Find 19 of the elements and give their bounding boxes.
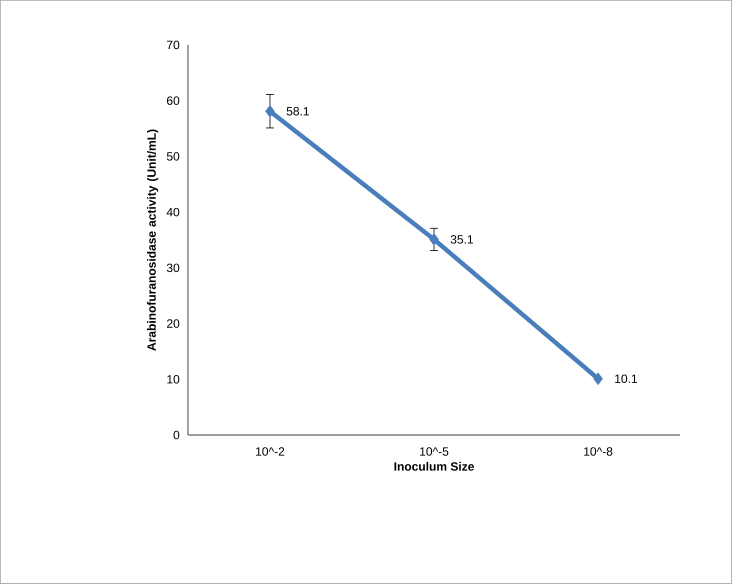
point	[265, 104, 275, 118]
data-label: 58.1	[286, 107, 309, 116]
x-tick-label: 10^-5	[420, 447, 448, 456]
y-tick-label: 40	[166, 208, 180, 216]
x-axis-title: Inoculum Size	[394, 462, 474, 471]
y-tick-label: 10	[167, 375, 180, 384]
y-tick-label: 60	[167, 96, 180, 105]
x-tick-label: 10^-8	[584, 447, 612, 456]
point	[429, 233, 439, 246]
y-axis-title: Arabinofuranosidase activity (Unit/mL)	[147, 130, 158, 351]
y-tick-label: 30	[166, 264, 180, 272]
y-tick-label: 50	[166, 152, 180, 161]
y-tick-label: 0	[174, 430, 180, 440]
y-tick-label: 20	[167, 319, 180, 328]
data-label: 10.1	[615, 374, 638, 383]
x-tick-label: 10^-2	[256, 447, 284, 456]
y-tick-label: 70	[167, 40, 180, 50]
data-label: 35.1	[450, 235, 474, 244]
point	[593, 372, 603, 385]
